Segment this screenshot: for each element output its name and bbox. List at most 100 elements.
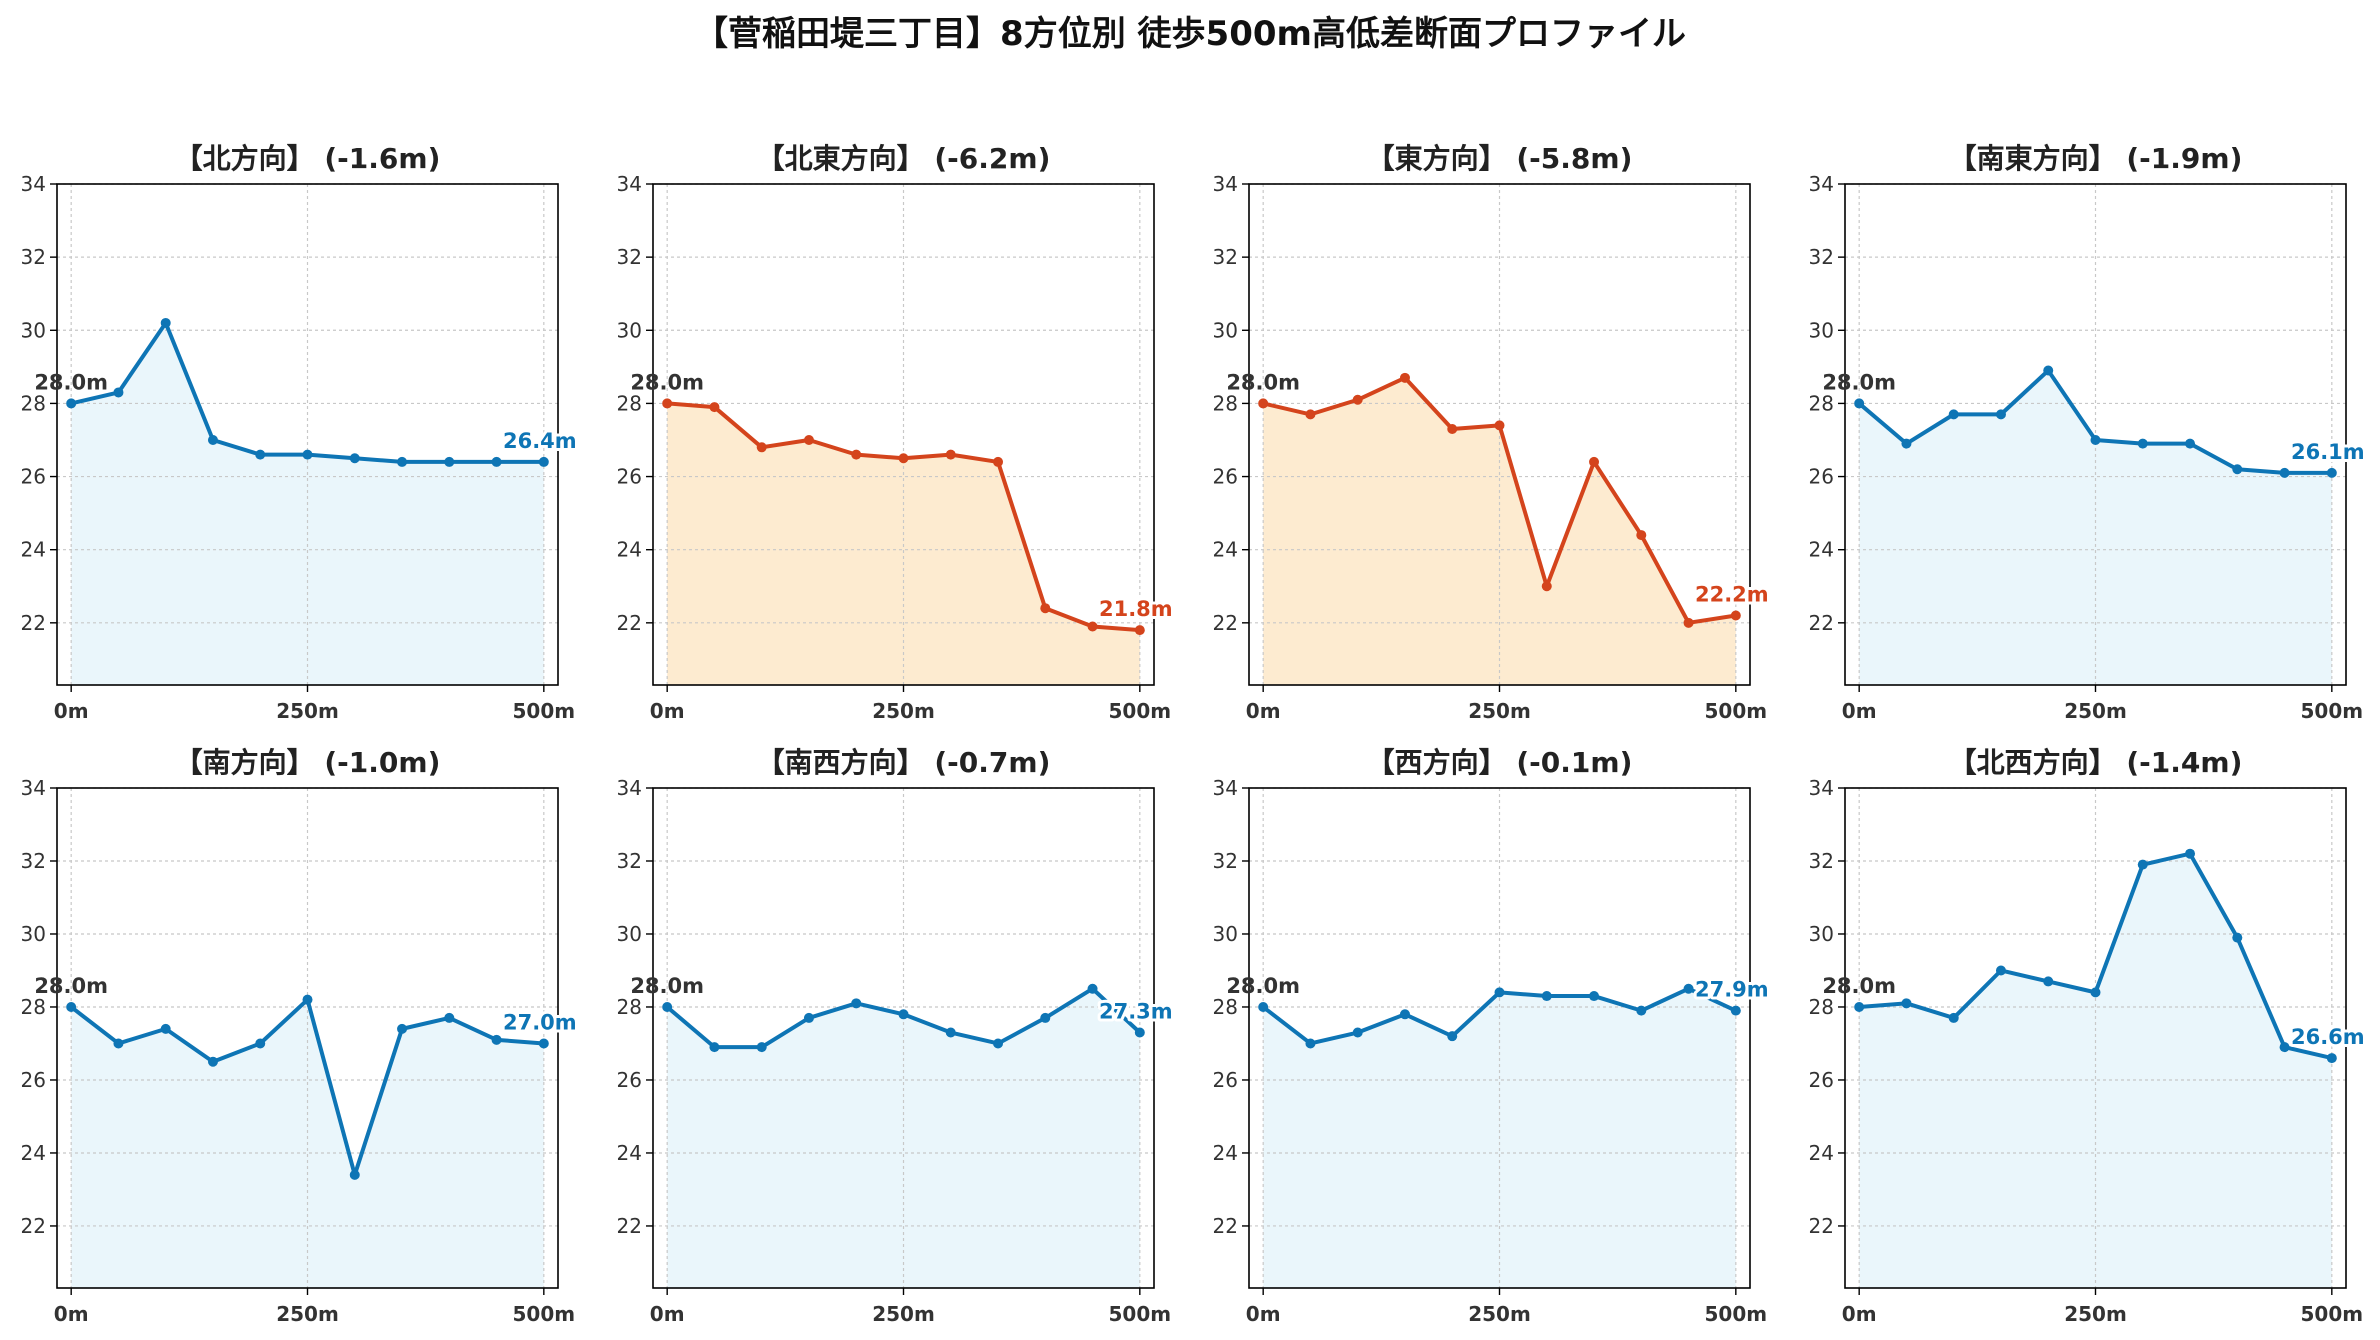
data-point xyxy=(1399,1009,1410,1020)
data-point xyxy=(1948,409,1959,420)
y-tick-label: 26 xyxy=(617,465,642,489)
x-tick-label: 250m xyxy=(276,1302,339,1326)
y-tick-label: 28 xyxy=(21,995,46,1019)
data-point xyxy=(2043,976,2054,987)
y-tick-label: 32 xyxy=(1809,849,1834,873)
subplot-4: 22 24 26 28 30 32 34 0m 250m 500m 【南東方向】 (-1.9m) 28… xyxy=(1809,142,2368,723)
data-point xyxy=(1087,621,1098,632)
y-tick-label: 24 xyxy=(21,1141,46,1165)
data-point xyxy=(1305,1038,1316,1049)
data-point xyxy=(662,398,673,409)
data-point xyxy=(113,387,124,398)
subplot-7: 22 24 26 28 30 32 34 0m 250m 500m 【西方向】 (-0.1m) 28.… xyxy=(1213,746,1772,1326)
area-fill xyxy=(1263,377,1736,685)
subplot-title: 【北方向】 (-1.6m) xyxy=(175,142,441,175)
y-tick-label: 34 xyxy=(1809,172,1834,196)
data-point xyxy=(207,1056,218,1067)
y-tick-label: 32 xyxy=(21,849,46,873)
end-elevation-label-halo: 21.8m xyxy=(1099,597,1173,621)
y-tick-label: 24 xyxy=(1809,538,1834,562)
y-tick-label: 30 xyxy=(1213,922,1238,946)
subplot-2: 22 24 26 28 30 32 34 0m 250m 500m 【北東方向】 (-6.2m) 28… xyxy=(617,142,1176,723)
y-tick-label: 28 xyxy=(1809,391,1834,415)
y-tick-label: 24 xyxy=(1809,1141,1834,1165)
y-tick-label: 24 xyxy=(1213,1141,1238,1165)
data-point xyxy=(1683,617,1694,628)
subplot-title: 【東方向】 (-5.8m) xyxy=(1367,142,1633,175)
end-elevation-label: 27.0m xyxy=(503,1010,577,1034)
data-point xyxy=(945,449,956,460)
y-tick-label: 26 xyxy=(21,465,46,489)
y-tick-label: 24 xyxy=(21,538,46,562)
data-point xyxy=(444,1012,455,1023)
data-point xyxy=(709,402,720,413)
data-point xyxy=(538,1038,549,1049)
end-elevation-label: 27.9m xyxy=(1695,978,1769,1002)
y-tick-label: 22 xyxy=(1809,1214,1834,1238)
subplot-title: 【南西方向】 (-0.7m) xyxy=(757,746,1051,779)
data-point xyxy=(302,449,313,460)
x-tick-label: 0m xyxy=(1246,699,1281,723)
data-point xyxy=(1494,420,1505,431)
data-point xyxy=(207,434,218,445)
x-tick-label: 0m xyxy=(54,1302,89,1326)
end-elevation-label-halo: 26.6m xyxy=(2291,1025,2365,1049)
y-tick-label: 26 xyxy=(1809,465,1834,489)
data-point xyxy=(1995,965,2006,976)
data-point xyxy=(2137,859,2148,870)
y-tick-label: 34 xyxy=(1213,776,1238,800)
y-tick-label: 28 xyxy=(21,391,46,415)
x-tick-label: 500m xyxy=(513,1302,576,1326)
x-tick-label: 500m xyxy=(2301,1302,2364,1326)
data-point xyxy=(1730,1005,1741,1016)
x-tick-label: 500m xyxy=(1705,699,1768,723)
data-point xyxy=(444,456,455,467)
data-point xyxy=(302,994,313,1005)
start-elevation-label: 28.0m xyxy=(630,370,704,394)
subplot-title: 【南方向】 (-1.0m) xyxy=(175,746,441,779)
x-tick-label: 250m xyxy=(2064,1302,2127,1326)
data-point xyxy=(66,398,77,409)
data-point xyxy=(945,1027,956,1038)
data-point xyxy=(1447,424,1458,435)
data-point xyxy=(1258,1001,1269,1012)
x-tick-label: 250m xyxy=(1468,699,1531,723)
data-point xyxy=(66,1001,77,1012)
start-elevation-label: 28.0m xyxy=(1822,370,1896,394)
x-tick-label: 250m xyxy=(276,699,339,723)
data-point xyxy=(1589,456,1600,467)
data-point xyxy=(2185,438,2196,449)
end-elevation-label: 21.8m xyxy=(1099,597,1173,621)
start-elevation-label: 28.0m xyxy=(34,370,108,394)
end-elevation-label: 26.1m xyxy=(2291,440,2365,464)
y-tick-label: 26 xyxy=(21,1068,46,1092)
data-point xyxy=(255,1038,266,1049)
y-tick-label: 26 xyxy=(1809,1068,1834,1092)
data-point xyxy=(1258,398,1269,409)
y-tick-label: 30 xyxy=(617,318,642,342)
start-elevation-label: 28.0m xyxy=(1226,370,1300,394)
data-point xyxy=(1494,987,1505,998)
x-tick-label: 500m xyxy=(1109,1302,1172,1326)
data-point xyxy=(1636,530,1647,541)
y-tick-label: 26 xyxy=(1213,465,1238,489)
data-point xyxy=(2185,848,2196,859)
data-point xyxy=(2232,932,2243,943)
end-elevation-label-halo: 26.4m xyxy=(503,429,577,453)
y-tick-label: 22 xyxy=(1213,611,1238,635)
data-point xyxy=(2279,1042,2290,1053)
y-tick-label: 34 xyxy=(617,172,642,196)
x-tick-label: 500m xyxy=(1705,1302,1768,1326)
y-tick-label: 32 xyxy=(617,245,642,269)
start-elevation-label: 28.0m xyxy=(1226,974,1300,998)
data-point xyxy=(898,1009,909,1020)
y-tick-label: 24 xyxy=(617,538,642,562)
end-elevation-label: 27.3m xyxy=(1099,1000,1173,1024)
data-point xyxy=(662,1001,673,1012)
data-point xyxy=(1134,1027,1145,1038)
figure-title: 【菅稲田堤三丁目】8方位別 徒歩500m高低差断面プロファイル xyxy=(694,14,1686,54)
x-tick-label: 250m xyxy=(872,699,935,723)
subplot-title: 【北東方向】 (-6.2m) xyxy=(757,142,1051,175)
